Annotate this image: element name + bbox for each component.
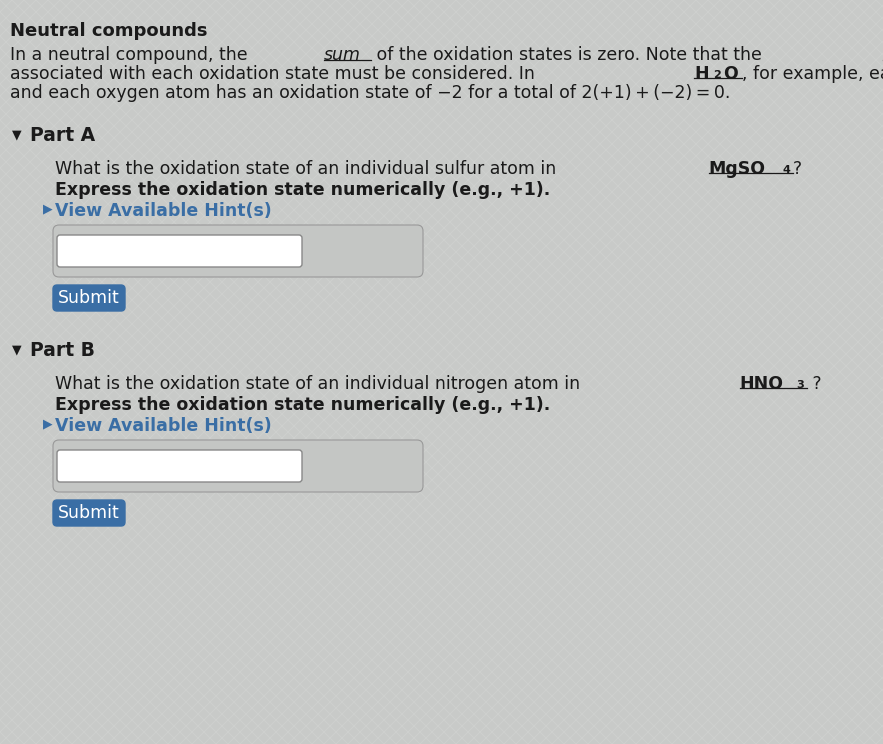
Text: View Available Hint(s): View Available Hint(s) — [55, 202, 272, 220]
Text: 3: 3 — [796, 379, 804, 390]
Text: and each oxygen atom has an oxidation state of −2 for a total of 2(+1) + (−2) = : and each oxygen atom has an oxidation st… — [10, 84, 730, 102]
Text: What is the oxidation state of an individual sulfur atom in: What is the oxidation state of an indivi… — [55, 160, 562, 178]
Text: ▼: ▼ — [12, 343, 21, 356]
FancyBboxPatch shape — [53, 225, 423, 277]
Text: sum: sum — [324, 46, 360, 64]
Text: , for example, each hydrogen atom has an oxidation state of +1: , for example, each hydrogen atom has an… — [743, 65, 883, 83]
Text: ?: ? — [793, 160, 802, 178]
Text: MgSO: MgSO — [709, 160, 766, 178]
Text: Express the oxidation state numerically (e.g., +1).: Express the oxidation state numerically … — [55, 181, 550, 199]
Text: ▼: ▼ — [12, 128, 21, 141]
Text: Submit: Submit — [58, 504, 120, 522]
FancyBboxPatch shape — [53, 285, 125, 311]
FancyBboxPatch shape — [53, 500, 125, 526]
Text: associated with each oxidation state must be considered. In: associated with each oxidation state mus… — [10, 65, 540, 83]
Text: Express the oxidation state numerically (e.g., +1).: Express the oxidation state numerically … — [55, 396, 550, 414]
Text: ▶: ▶ — [43, 417, 53, 430]
FancyBboxPatch shape — [57, 235, 302, 267]
Text: 2: 2 — [713, 70, 721, 80]
Text: ▶: ▶ — [43, 202, 53, 215]
Text: ?: ? — [806, 375, 821, 393]
Text: In a neutral compound, the: In a neutral compound, the — [10, 46, 253, 64]
Text: Part A: Part A — [30, 126, 95, 145]
Text: View Available Hint(s): View Available Hint(s) — [55, 417, 272, 435]
FancyBboxPatch shape — [53, 440, 423, 492]
Text: Submit: Submit — [58, 289, 120, 307]
FancyBboxPatch shape — [57, 450, 302, 482]
Text: Part B: Part B — [30, 341, 95, 360]
Text: 4: 4 — [782, 164, 790, 175]
Text: O: O — [723, 65, 738, 83]
Text: of the oxidation states is zero. Note that the: of the oxidation states is zero. Note th… — [371, 46, 767, 64]
Text: Neutral compounds: Neutral compounds — [10, 22, 208, 40]
Text: H: H — [694, 65, 709, 83]
Text: What is the oxidation state of an individual nitrogen atom in: What is the oxidation state of an indivi… — [55, 375, 585, 393]
Text: HNO: HNO — [740, 375, 784, 393]
